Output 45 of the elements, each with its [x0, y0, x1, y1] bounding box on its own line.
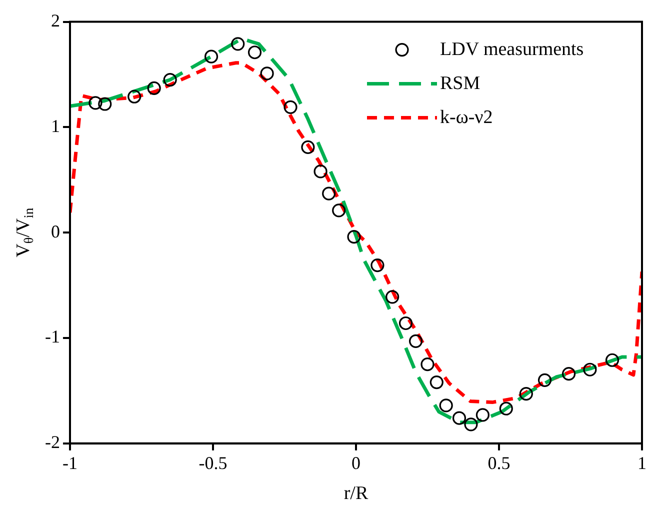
x-tick-label: 0 [351, 452, 360, 473]
point [562, 367, 576, 381]
point [163, 72, 177, 87]
point [322, 186, 336, 200]
point [370, 258, 384, 272]
point [398, 316, 413, 330]
legend-label: k-ω-ν2 [440, 106, 493, 128]
point [408, 334, 423, 348]
point [98, 97, 112, 111]
x-tick-label: 0.5 [488, 452, 510, 473]
point [420, 358, 434, 372]
point [260, 66, 274, 80]
x-tick-label: -0.5 [198, 452, 228, 473]
point [332, 204, 346, 218]
point [430, 375, 444, 390]
legend-label: LDV measurments [440, 38, 584, 60]
point [605, 353, 620, 367]
point [128, 90, 142, 104]
point [284, 100, 298, 114]
point [248, 46, 262, 60]
point [519, 387, 533, 401]
y-tick-label: 2 [50, 10, 60, 31]
point [347, 230, 361, 244]
point [538, 373, 552, 387]
point [301, 140, 315, 154]
y-axis-title: Vθ/Vin [12, 208, 36, 258]
point [231, 37, 245, 51]
point [464, 418, 478, 432]
y-tick-label: -2 [44, 432, 60, 452]
point [499, 402, 513, 416]
point [452, 411, 466, 425]
point [439, 398, 453, 412]
point [476, 408, 490, 422]
point [147, 81, 161, 95]
x-axis-title: r/R [344, 482, 368, 504]
point [314, 164, 328, 178]
y-tick-label: 1 [50, 116, 60, 136]
legend-label: RSM [440, 72, 480, 94]
y-tick-label: -1 [44, 326, 60, 347]
x-tick-label: 1 [638, 452, 646, 473]
point [583, 362, 597, 376]
y-tick-label: 0 [50, 221, 60, 242]
point [386, 290, 400, 304]
point [88, 96, 102, 110]
point [204, 50, 218, 64]
